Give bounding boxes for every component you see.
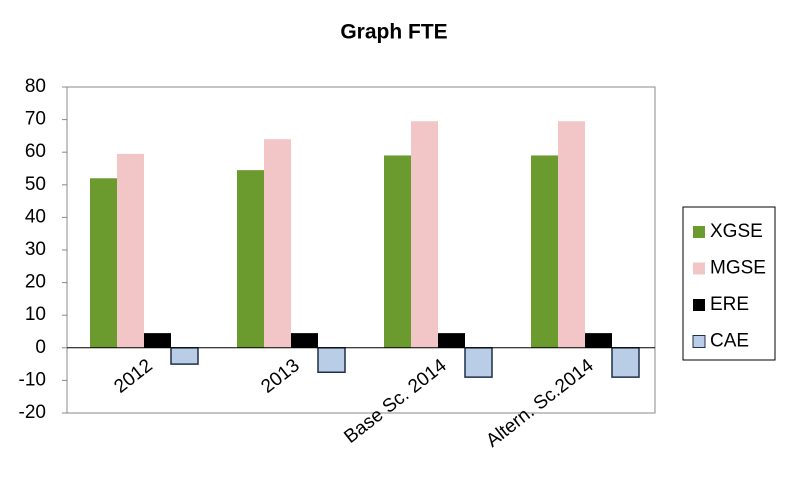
y-tick-label: 70	[25, 109, 46, 130]
legend-label: ERE	[710, 294, 749, 315]
y-tick-label: 40	[25, 206, 46, 227]
bar	[531, 155, 558, 348]
bar	[464, 347, 493, 378]
y-tick-label: 30	[25, 239, 46, 260]
legend-label: MGSE	[710, 258, 766, 279]
y-tick-label: 20	[25, 272, 46, 293]
y-tick-label: 0	[35, 337, 46, 358]
y-tick-label: 10	[25, 304, 46, 325]
bar	[384, 155, 411, 348]
y-tick-label: -10	[19, 369, 46, 390]
bar	[117, 153, 144, 348]
y-tick-label: 60	[25, 141, 46, 162]
bar	[585, 333, 612, 348]
legend-swatch	[693, 299, 705, 311]
x-tick-label: Altern. Sc.2014	[482, 355, 598, 452]
bar	[144, 333, 171, 348]
bar	[558, 121, 585, 348]
legend-label: CAE	[710, 331, 749, 352]
bar	[438, 333, 465, 348]
legend-swatch	[692, 335, 706, 348]
x-tick-label: 2013	[257, 355, 303, 398]
legend-label: XGSE	[710, 221, 763, 242]
bar	[237, 170, 264, 348]
bar	[170, 347, 199, 365]
legend-swatch	[693, 226, 705, 238]
bar	[90, 178, 117, 348]
chart-title: Graph FTE	[340, 21, 447, 44]
x-tick-label: Base Sc. 2014	[340, 355, 451, 448]
bar	[317, 347, 346, 373]
y-tick-label: 50	[25, 174, 46, 195]
bar	[411, 121, 438, 348]
bar	[291, 333, 318, 348]
y-tick-label: -20	[19, 402, 46, 423]
bar	[611, 347, 640, 378]
bar	[264, 139, 291, 348]
y-tick-label: 80	[25, 76, 46, 97]
legend-swatch	[693, 262, 705, 275]
x-tick-label: 2012	[110, 355, 156, 398]
